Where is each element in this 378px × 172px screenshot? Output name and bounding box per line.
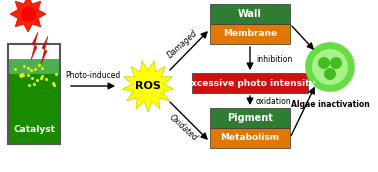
Text: Catalyst: Catalyst bbox=[13, 126, 55, 135]
Text: Membrane: Membrane bbox=[223, 30, 277, 39]
Text: Algae inactivation: Algae inactivation bbox=[291, 100, 369, 109]
Text: ROS: ROS bbox=[135, 81, 161, 91]
Bar bbox=[8, 44, 60, 144]
Text: Wall: Wall bbox=[238, 9, 262, 19]
Text: Metabolism: Metabolism bbox=[220, 133, 280, 142]
Polygon shape bbox=[10, 0, 46, 32]
Bar bbox=[210, 128, 290, 148]
Polygon shape bbox=[41, 36, 48, 64]
Text: oxidation: oxidation bbox=[256, 96, 291, 105]
Circle shape bbox=[306, 43, 354, 91]
Text: Oxidated: Oxidated bbox=[167, 113, 199, 143]
Bar bbox=[210, 108, 290, 128]
Circle shape bbox=[318, 57, 330, 69]
Text: Excessive photo intensity: Excessive photo intensity bbox=[185, 78, 315, 88]
Text: Photo-induced: Photo-induced bbox=[65, 71, 121, 80]
Bar bbox=[8, 74, 60, 144]
Bar bbox=[8, 59, 60, 74]
Polygon shape bbox=[122, 61, 174, 112]
Bar bbox=[192, 73, 308, 93]
Text: inhibition: inhibition bbox=[256, 55, 292, 63]
Bar bbox=[210, 24, 290, 44]
Circle shape bbox=[330, 57, 342, 69]
Bar bbox=[210, 4, 290, 24]
Polygon shape bbox=[31, 32, 38, 60]
Text: Damaged: Damaged bbox=[166, 28, 200, 60]
Circle shape bbox=[312, 49, 348, 85]
Circle shape bbox=[324, 68, 336, 80]
Text: Pigment: Pigment bbox=[227, 113, 273, 123]
